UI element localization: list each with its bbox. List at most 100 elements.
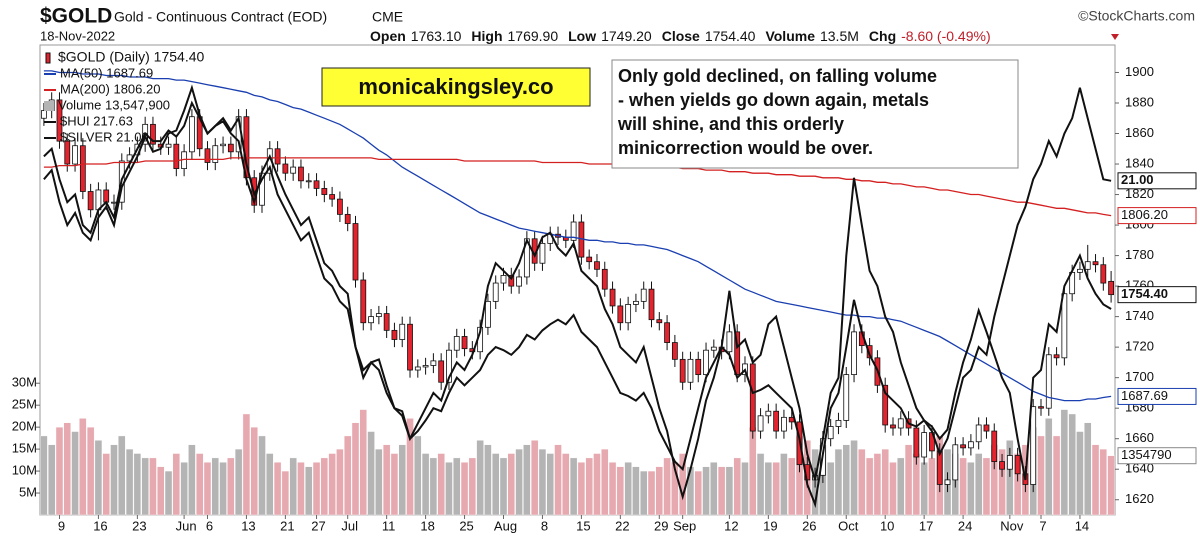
candle-body	[453, 336, 460, 351]
candle-body	[944, 479, 951, 485]
chart-title: Gold - Continuous Contract (EOD)	[114, 9, 327, 25]
volume-bar	[702, 466, 710, 516]
candle-body	[407, 323, 413, 371]
x-tick-label: Jun	[176, 518, 197, 533]
volume-bar	[967, 462, 975, 516]
volume-bar	[710, 462, 718, 516]
volume-bar	[850, 440, 858, 516]
volume-bar	[149, 457, 157, 516]
candle-body	[897, 418, 904, 429]
candle-body	[1014, 455, 1021, 475]
volume-bar	[492, 453, 500, 516]
volume-tick-label: 5M	[19, 484, 37, 499]
x-tick-label: 9	[58, 518, 65, 533]
candle-body	[298, 166, 304, 182]
candle-body	[1045, 354, 1052, 409]
volume-bar	[79, 418, 87, 516]
volume-bar	[772, 462, 780, 516]
y-tick-label: 1700	[1125, 369, 1154, 384]
volume-bar	[390, 453, 399, 516]
candle-body	[936, 450, 943, 485]
volume-bar	[47, 444, 56, 516]
candle-body	[189, 116, 195, 153]
x-tick-label: Jul	[341, 518, 358, 533]
quote: Open 1763.10 High 1769.90 Low 1749.20 Close 175…	[370, 28, 991, 44]
volume-bar	[211, 457, 219, 516]
volume-bar	[998, 448, 1006, 516]
volume-bar	[834, 448, 843, 516]
volume-bar	[367, 431, 375, 516]
volume-bar	[585, 457, 593, 516]
volume-bar	[515, 448, 523, 516]
volume-bar	[382, 444, 391, 516]
x-tick-label: 25	[459, 518, 473, 533]
volume-bar	[601, 448, 609, 516]
candle-body	[656, 319, 663, 324]
volume-bar	[608, 462, 617, 516]
volume-bar	[889, 462, 897, 516]
candle-body	[64, 140, 71, 165]
volume-tick-label: 25M	[12, 397, 37, 412]
volume-bar	[437, 453, 445, 516]
y-tick-label: 1840	[1125, 155, 1154, 170]
candle-body	[648, 288, 655, 321]
volume-bar	[569, 457, 578, 516]
candle-body	[430, 360, 437, 366]
candle-body	[56, 99, 63, 142]
note-line: Only gold declined, on falling volume	[618, 66, 937, 86]
x-tick-label: 14	[1075, 518, 1089, 533]
legend-volume: Volume 13,547,900	[58, 97, 170, 112]
quote-label: Volume	[765, 28, 815, 44]
quote-value: 1763.10	[411, 28, 462, 44]
candle-body	[1077, 268, 1083, 273]
watermark: monicakingsley.co	[358, 74, 553, 99]
candle-body	[516, 276, 522, 287]
volume-bar	[157, 466, 165, 516]
volume-bar	[974, 453, 983, 516]
candle-body	[664, 322, 670, 343]
x-tick-label: 26	[802, 518, 816, 533]
candle-body	[617, 305, 624, 324]
volume-bar	[172, 453, 181, 516]
y-tick-label: 1900	[1125, 64, 1154, 79]
volume-bar	[982, 457, 991, 516]
volume-bar	[258, 435, 266, 516]
candle-body	[633, 300, 639, 305]
candle-body	[991, 430, 998, 462]
volume-bar	[281, 470, 290, 516]
symbol: $GOLD	[40, 5, 112, 28]
quote-value: 1749.20	[601, 28, 652, 44]
volume-bar	[694, 470, 702, 516]
candle-body	[383, 313, 390, 331]
volume-bar	[741, 462, 749, 516]
series-last-label: 21.00	[1121, 172, 1154, 187]
volume-bar	[858, 448, 866, 516]
candle-body	[72, 145, 78, 165]
series-line	[43, 100, 1112, 509]
volume-bar	[1060, 409, 1069, 516]
quote-value: -8.60 (-0.49%)	[901, 28, 990, 44]
date: 18-Nov-2022	[40, 28, 115, 43]
volume-bar	[1068, 413, 1076, 516]
volume-bar	[133, 453, 142, 516]
volume-bar	[359, 409, 367, 516]
candle-body	[282, 163, 289, 174]
volume-bar	[780, 453, 788, 516]
candle-body	[960, 444, 966, 449]
series-line	[43, 70, 1112, 402]
series-last-label-box	[1117, 387, 1197, 405]
candle-body	[594, 261, 600, 270]
quote-label: High	[471, 28, 502, 44]
candle-body	[749, 363, 756, 432]
volume-bar	[71, 431, 79, 516]
note: Only gold declined, on falling volume - w…	[617, 66, 937, 158]
volume-bar	[343, 435, 352, 516]
candle-body	[1092, 261, 1099, 266]
volume-bar	[40, 435, 48, 516]
candle-body	[212, 145, 219, 163]
candle-body	[111, 201, 117, 204]
volume-bar	[616, 466, 625, 516]
